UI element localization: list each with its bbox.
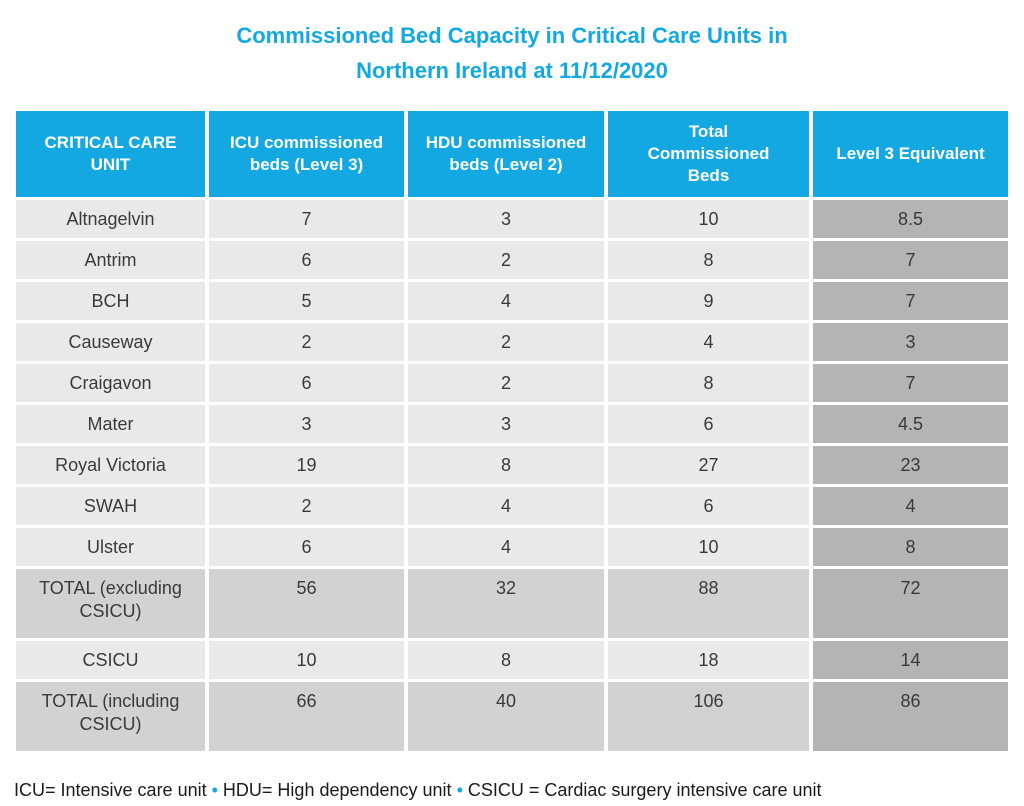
table-row: Antrim 6 2 8 7 [16, 241, 1008, 279]
total-beds-cell: 88 [608, 569, 809, 638]
icu-beds-cell: 10 [209, 641, 404, 679]
page-title: Commissioned Bed Capacity in Critical Ca… [12, 18, 1012, 88]
unit-cell: TOTAL (including CSICU) [16, 682, 205, 751]
table-row: Ulster 6 4 10 8 [16, 528, 1008, 566]
column-header-total-beds: Total Commissioned Beds [608, 111, 809, 197]
total-beds-cell: 9 [608, 282, 809, 320]
unit-cell: Royal Victoria [16, 446, 205, 484]
level3-equivalent-cell: 86 [813, 682, 1008, 751]
total-beds-cell: 8 [608, 364, 809, 402]
table-row: Altnagelvin 7 3 10 8.5 [16, 200, 1008, 238]
icu-beds-cell: 2 [209, 323, 404, 361]
bed-capacity-table: CRITICAL CARE UNIT ICU commissioned beds… [12, 108, 1012, 754]
total-beds-cell: 27 [608, 446, 809, 484]
icu-beds-cell: 5 [209, 282, 404, 320]
unit-cell: Craigavon [16, 364, 205, 402]
hdu-beds-cell: 4 [408, 282, 604, 320]
level3-equivalent-cell: 14 [813, 641, 1008, 679]
hdu-beds-cell: 32 [408, 569, 604, 638]
total-beds-cell: 6 [608, 487, 809, 525]
unit-cell: CSICU [16, 641, 205, 679]
icu-beds-cell: 3 [209, 405, 404, 443]
total-beds-cell: 6 [608, 405, 809, 443]
total-beds-cell: 10 [608, 528, 809, 566]
icu-beds-cell: 19 [209, 446, 404, 484]
icu-beds-cell: 2 [209, 487, 404, 525]
level3-equivalent-cell: 7 [813, 364, 1008, 402]
icu-beds-cell: 6 [209, 364, 404, 402]
level3-equivalent-cell: 4.5 [813, 405, 1008, 443]
table-total-row: TOTAL (including CSICU) 66 40 106 86 [16, 682, 1008, 751]
footnote-icu-definition: ICU= Intensive care unit [14, 780, 207, 800]
hdu-beds-cell: 3 [408, 200, 604, 238]
table-row: Causeway 2 2 4 3 [16, 323, 1008, 361]
unit-cell: TOTAL (excluding CSICU) [16, 569, 205, 638]
icu-beds-cell: 56 [209, 569, 404, 638]
unit-cell: Mater [16, 405, 205, 443]
column-header-hdu-beds: HDU commissioned beds (Level 2) [408, 111, 604, 197]
column-header-icu-beds: ICU commissioned beds (Level 3) [209, 111, 404, 197]
icu-beds-cell: 6 [209, 241, 404, 279]
total-beds-cell: 106 [608, 682, 809, 751]
total-beds-cell: 10 [608, 200, 809, 238]
hdu-beds-cell: 8 [408, 446, 604, 484]
bullet-separator-icon: • [211, 780, 218, 800]
table-row: Mater 3 3 6 4.5 [16, 405, 1008, 443]
hdu-beds-cell: 4 [408, 528, 604, 566]
level3-equivalent-cell: 72 [813, 569, 1008, 638]
footnote-hdu-definition: HDU= High dependency unit [222, 780, 452, 800]
footnote: ICU= Intensive care unit • HDU= High depen… [12, 780, 1012, 801]
hdu-beds-cell: 2 [408, 364, 604, 402]
icu-beds-cell: 7 [209, 200, 404, 238]
hdu-beds-cell: 3 [408, 405, 604, 443]
total-beds-cell: 8 [608, 241, 809, 279]
hdu-beds-cell: 4 [408, 487, 604, 525]
level3-equivalent-cell: 7 [813, 241, 1008, 279]
level3-equivalent-cell: 8.5 [813, 200, 1008, 238]
hdu-beds-cell: 2 [408, 241, 604, 279]
hdu-beds-cell: 2 [408, 323, 604, 361]
unit-cell: Altnagelvin [16, 200, 205, 238]
unit-cell: Antrim [16, 241, 205, 279]
bullet-separator-icon: • [456, 780, 463, 800]
unit-cell: SWAH [16, 487, 205, 525]
level3-equivalent-cell: 7 [813, 282, 1008, 320]
table-row: Royal Victoria 19 8 27 23 [16, 446, 1008, 484]
unit-cell: BCH [16, 282, 205, 320]
unit-cell: Causeway [16, 323, 205, 361]
title-line-2: Northern Ireland at 11/12/2020 [356, 58, 668, 83]
table-total-row: TOTAL (excluding CSICU) 56 32 88 72 [16, 569, 1008, 638]
icu-beds-cell: 6 [209, 528, 404, 566]
header-row: CRITICAL CARE UNIT ICU commissioned beds… [16, 111, 1008, 197]
level3-equivalent-cell: 3 [813, 323, 1008, 361]
column-header-critical-care-unit: CRITICAL CARE UNIT [16, 111, 205, 197]
table-row: SWAH 2 4 6 4 [16, 487, 1008, 525]
total-beds-cell: 4 [608, 323, 809, 361]
table-row: BCH 5 4 9 7 [16, 282, 1008, 320]
icu-beds-cell: 66 [209, 682, 404, 751]
footnote-csicu-definition: CSICU = Cardiac surgery intensive care u… [467, 780, 822, 800]
table-row: Craigavon 6 2 8 7 [16, 364, 1008, 402]
total-beds-cell: 18 [608, 641, 809, 679]
level3-equivalent-cell: 4 [813, 487, 1008, 525]
title-line-1: Commissioned Bed Capacity in Critical Ca… [236, 23, 788, 48]
unit-cell: Ulster [16, 528, 205, 566]
hdu-beds-cell: 8 [408, 641, 604, 679]
level3-equivalent-cell: 23 [813, 446, 1008, 484]
level3-equivalent-cell: 8 [813, 528, 1008, 566]
column-header-level3-equivalent: Level 3 Equivalent [813, 111, 1008, 197]
hdu-beds-cell: 40 [408, 682, 604, 751]
table-row: CSICU 10 8 18 14 [16, 641, 1008, 679]
